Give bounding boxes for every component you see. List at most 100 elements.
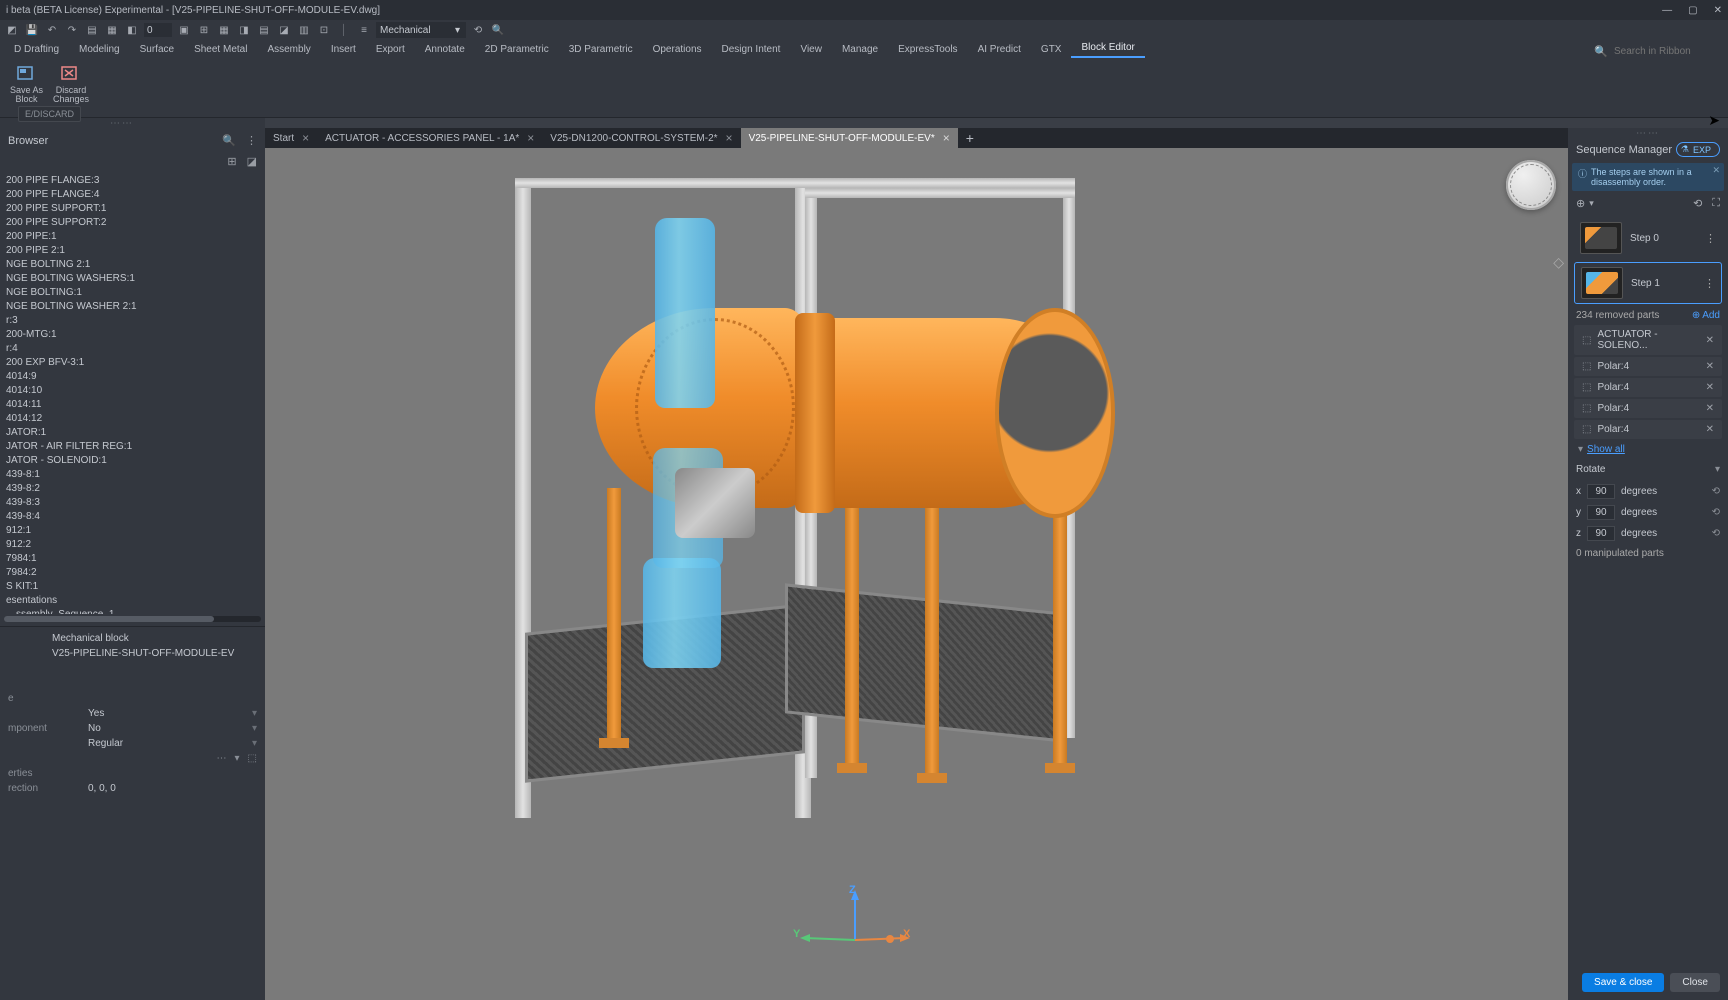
menu-tab-view[interactable]: View [790,41,832,58]
workspace-dropdown[interactable]: Mechanical ▾ [376,22,466,38]
tree-item[interactable]: 200 PIPE SUPPORT:1 [0,202,265,216]
prop-chevron-icon[interactable]: ▾ [252,738,257,749]
close-window-button[interactable]: ✕ [1714,5,1722,16]
property-row[interactable]: Regular▾ [0,736,265,751]
close-button[interactable]: Close [1670,973,1720,992]
rotate-reset-icon[interactable]: ⟲ [1712,528,1720,539]
property-row[interactable]: rection0, 0, 0 [0,781,265,796]
prop-actions[interactable]: ⋯▾⬚ [217,753,257,764]
menu-tab-modeling[interactable]: Modeling [69,41,130,58]
qa-icon-10[interactable]: ▥ [296,22,312,38]
search-icon[interactable]: 🔍 [490,22,506,38]
tree-item[interactable]: 200 PIPE SUPPORT:2 [0,216,265,230]
menu-tab-export[interactable]: Export [366,41,415,58]
menu-tab-ai-predict[interactable]: AI Predict [968,41,1031,58]
viewport-tab[interactable]: V25-DN1200-CONTROL-SYSTEM-2*× [542,128,740,148]
add-step-chevron[interactable]: ▾ [1589,198,1594,209]
prop-chevron-icon[interactable]: ▾ [252,708,257,719]
rotate-reset-icon[interactable]: ⟲ [1712,486,1720,497]
remove-part-icon[interactable]: ✕ [1706,424,1714,435]
add-tab-button[interactable]: + [958,128,982,148]
tree-item[interactable]: 200 PIPE 2:1 [0,244,265,258]
property-row[interactable]: e [0,691,265,706]
app-menu-icon[interactable]: ◩ [4,22,20,38]
tree-item[interactable]: NGE BOLTING:1 [0,286,265,300]
tree-item[interactable]: 4014:9 [0,370,265,384]
qa-icon-1[interactable]: ▤ [84,22,100,38]
qa-icon-9[interactable]: ◪ [276,22,292,38]
show-all-link[interactable]: ▾Show all [1568,441,1728,458]
remove-part-icon[interactable]: ✕ [1706,382,1714,393]
ribbon-search-input[interactable] [1614,46,1714,57]
tree-item[interactable]: r:3 [0,314,265,328]
tree-item[interactable]: 200 PIPE:1 [0,230,265,244]
save-icon[interactable]: 💾 [24,22,40,38]
rotate-header[interactable]: Rotate ▾ [1576,462,1720,481]
qa-icon-11[interactable]: ⊡ [316,22,332,38]
removed-part-row[interactable]: ⬚Polar:4✕ [1574,378,1722,397]
browser-search-icon[interactable]: 🔍 [222,134,236,147]
tree-scrollbar[interactable] [4,616,261,622]
tree-item[interactable]: 439-8:3 [0,496,265,510]
redo-icon[interactable]: ↷ [64,22,80,38]
removed-part-row[interactable]: ⬚Polar:4✕ [1574,357,1722,376]
rotate-handle[interactable]: ◇ [1553,254,1564,271]
tree-item[interactable]: 200 PIPE FLANGE:3 [0,174,265,188]
tree-item[interactable]: 4014:12 [0,412,265,426]
save-as-block-button[interactable]: Save As Block [10,62,43,104]
menu-tab-insert[interactable]: Insert [321,41,366,58]
tree-item[interactable]: JATOR - SOLENOID:1 [0,454,265,468]
menu-tab-3d-parametric[interactable]: 3D Parametric [559,41,643,58]
tree-item[interactable]: 200 PIPE FLANGE:4 [0,188,265,202]
tree-item[interactable]: r:4 [0,342,265,356]
menu-tab-2d-parametric[interactable]: 2D Parametric [475,41,559,58]
maximize-button[interactable]: ▢ [1688,5,1697,16]
viewport-tab[interactable]: V25-PIPELINE-SHUT-OFF-MODULE-EV*× [741,128,958,148]
tree-item[interactable]: NGE BOLTING 2:1 [0,258,265,272]
property-row[interactable]: erties [0,766,265,781]
ribbon-search[interactable]: 🔍 [1594,45,1714,58]
property-row[interactable]: Yes▾ [0,706,265,721]
browser-settings-icon[interactable]: ◪ [247,155,257,168]
remove-part-icon[interactable]: ✕ [1706,361,1714,372]
info-close-button[interactable]: ✕ [1712,165,1720,176]
menu-tab-d-drafting[interactable]: D Drafting [4,41,69,58]
share-icon[interactable]: ⟲ [470,22,486,38]
rotate-reset-icon[interactable]: ⟲ [1712,507,1720,518]
browser-tree[interactable]: 200 PIPE FLANGE:3200 PIPE FLANGE:4200 PI… [0,174,265,614]
menu-tab-design-intent[interactable]: Design Intent [712,41,791,58]
layer-input[interactable] [144,23,172,37]
menu-tab-surface[interactable]: Surface [130,41,184,58]
rotate-value-input[interactable] [1587,526,1615,541]
tree-item[interactable]: ssembly_Sequence_1 [0,608,265,614]
tree-item[interactable]: esentations [0,594,265,608]
menu-tab-block-editor[interactable]: Block Editor [1071,39,1144,58]
minimize-button[interactable]: — [1662,5,1672,16]
add-part-link[interactable]: ⊕Add [1692,310,1720,321]
removed-part-row[interactable]: ⬚ACTUATOR - SOLENO...✕ [1574,325,1722,355]
removed-part-row[interactable]: ⬚Polar:4✕ [1574,399,1722,418]
workspace-icon[interactable]: ≡ [356,22,372,38]
qa-icon-3[interactable]: ◧ [124,22,140,38]
qa-icon-2[interactable]: ▦ [104,22,120,38]
undo-icon[interactable]: ↶ [44,22,60,38]
tree-item[interactable]: 439-8:2 [0,482,265,496]
reset-icon[interactable]: ⟲ [1693,197,1702,210]
removed-part-row[interactable]: ⬚Polar:4✕ [1574,420,1722,439]
tree-item[interactable]: NGE BOLTING WASHERS:1 [0,272,265,286]
property-row[interactable]: ⋯▾⬚ [0,751,265,766]
browser-menu-icon[interactable]: ⋮ [246,134,257,147]
tree-item[interactable]: 439-8:1 [0,468,265,482]
menu-tab-sheet-metal[interactable]: Sheet Metal [184,41,257,58]
rotate-value-input[interactable] [1587,505,1615,520]
tab-close-icon[interactable]: × [527,131,534,145]
tree-item[interactable]: 200 EXP BFV-3:1 [0,356,265,370]
remove-part-icon[interactable]: ✕ [1706,403,1714,414]
step-menu-icon[interactable]: ⋮ [1704,277,1715,290]
tree-item[interactable]: JATOR - AIR FILTER REG:1 [0,440,265,454]
tree-item[interactable]: 200-MTG:1 [0,328,265,342]
qa-icon-6[interactable]: ▦ [216,22,232,38]
tree-item[interactable]: 912:2 [0,538,265,552]
step-card-1[interactable]: Step 1⋮ [1574,262,1722,304]
save-close-button[interactable]: Save & close [1582,973,1664,992]
